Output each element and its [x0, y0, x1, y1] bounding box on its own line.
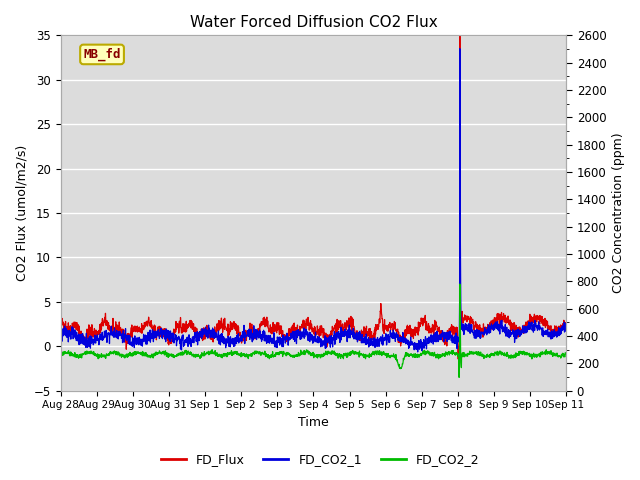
FD_CO2_1	[57, 335, 65, 340]
FD_Flux	[341, 320, 349, 326]
FD_Flux	[436, 333, 444, 338]
Y-axis label: CO2 Flux (umol/m2/s): CO2 Flux (umol/m2/s)	[15, 145, 28, 281]
Y-axis label: CO2 Concentration (ppm): CO2 Concentration (ppm)	[612, 132, 625, 293]
FD_CO2_2	[57, 351, 65, 357]
FD_CO2_2	[562, 351, 570, 357]
Line: FD_CO2_2: FD_CO2_2	[61, 284, 566, 377]
FD_Flux	[57, 320, 65, 326]
FD_CO2_2	[455, 374, 463, 380]
FD_Flux	[563, 322, 570, 327]
FD_Flux	[456, 33, 464, 38]
FD_CO2_1	[502, 322, 509, 327]
X-axis label: Time: Time	[298, 416, 329, 429]
FD_CO2_2	[436, 355, 444, 360]
FD_Flux	[502, 315, 509, 321]
FD_CO2_2	[341, 352, 349, 358]
FD_CO2_1	[287, 331, 295, 336]
FD_CO2_2	[563, 351, 570, 357]
Legend: FD_Flux, FD_CO2_1, FD_CO2_2: FD_Flux, FD_CO2_1, FD_CO2_2	[156, 448, 484, 471]
FD_CO2_1	[563, 326, 570, 332]
FD_CO2_2	[456, 281, 464, 287]
Line: FD_Flux: FD_Flux	[61, 36, 566, 359]
FD_Flux	[454, 356, 461, 361]
FD_CO2_1	[341, 327, 349, 333]
Text: MB_fd: MB_fd	[83, 48, 121, 61]
FD_CO2_1	[456, 46, 464, 51]
FD_CO2_2	[287, 353, 295, 359]
Line: FD_CO2_1: FD_CO2_1	[61, 48, 566, 352]
FD_Flux	[287, 327, 295, 333]
FD_CO2_1	[516, 330, 524, 336]
Title: Water Forced Diffusion CO2 Flux: Water Forced Diffusion CO2 Flux	[189, 15, 437, 30]
FD_CO2_1	[414, 349, 422, 355]
FD_CO2_1	[562, 326, 570, 332]
FD_CO2_2	[516, 351, 524, 357]
FD_Flux	[516, 324, 524, 330]
FD_Flux	[562, 322, 570, 327]
FD_CO2_1	[436, 332, 444, 337]
FD_CO2_2	[502, 351, 509, 357]
